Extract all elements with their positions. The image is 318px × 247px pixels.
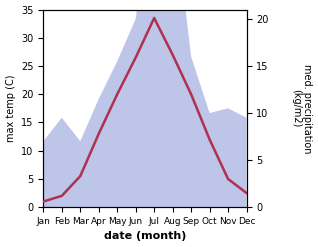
- X-axis label: date (month): date (month): [104, 231, 186, 242]
- Y-axis label: med. precipitation
(kg/m2): med. precipitation (kg/m2): [291, 64, 313, 153]
- Y-axis label: max temp (C): max temp (C): [5, 75, 16, 142]
